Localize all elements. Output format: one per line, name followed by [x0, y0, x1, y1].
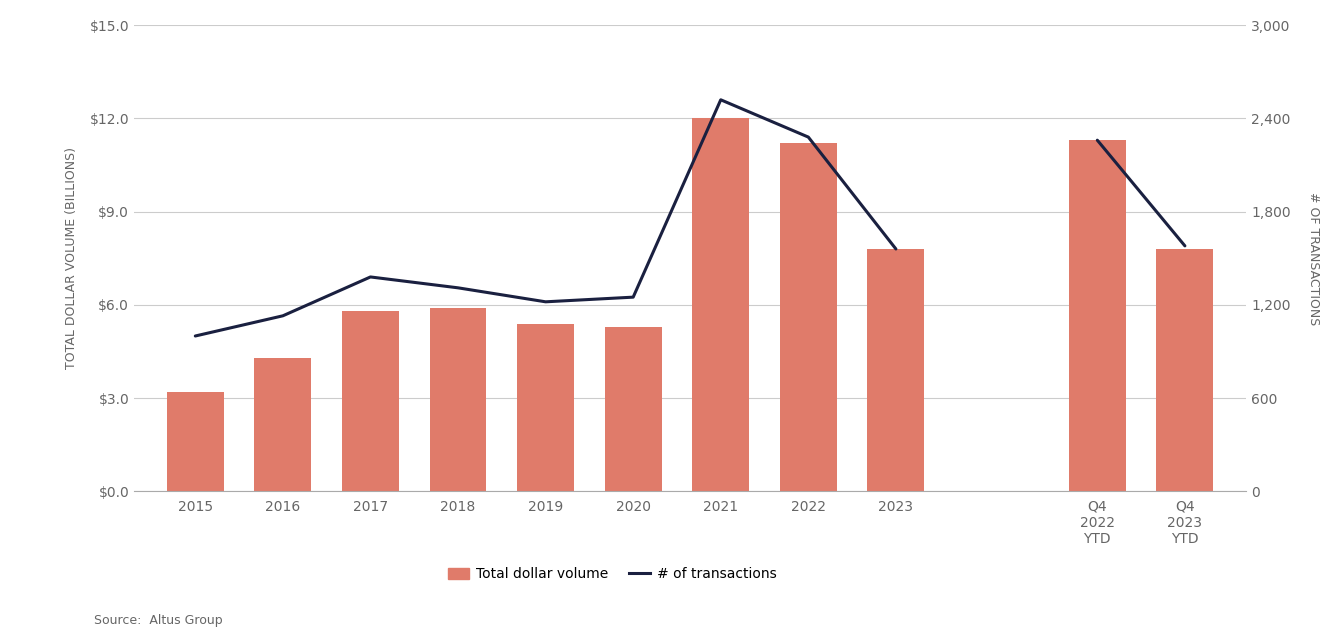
Y-axis label: # OF TRANSACTIONS: # OF TRANSACTIONS [1308, 192, 1320, 325]
Bar [255, 358, 311, 491]
Bar [430, 308, 486, 491]
Bar [604, 327, 662, 491]
Bar [1069, 140, 1126, 491]
Bar [780, 143, 836, 491]
Bar [1156, 249, 1213, 491]
Bar [693, 118, 749, 491]
Text: Source:  Altus Group: Source: Altus Group [94, 614, 222, 627]
Legend: Total dollar volume, # of transactions: Total dollar volume, # of transactions [442, 562, 783, 587]
Bar [168, 392, 224, 491]
Bar [867, 249, 925, 491]
Y-axis label: TOTAL DOLLAR VOLUME (BILLIONS): TOTAL DOLLAR VOLUME (BILLIONS) [66, 147, 79, 369]
Bar [342, 311, 399, 491]
Bar [517, 324, 574, 491]
